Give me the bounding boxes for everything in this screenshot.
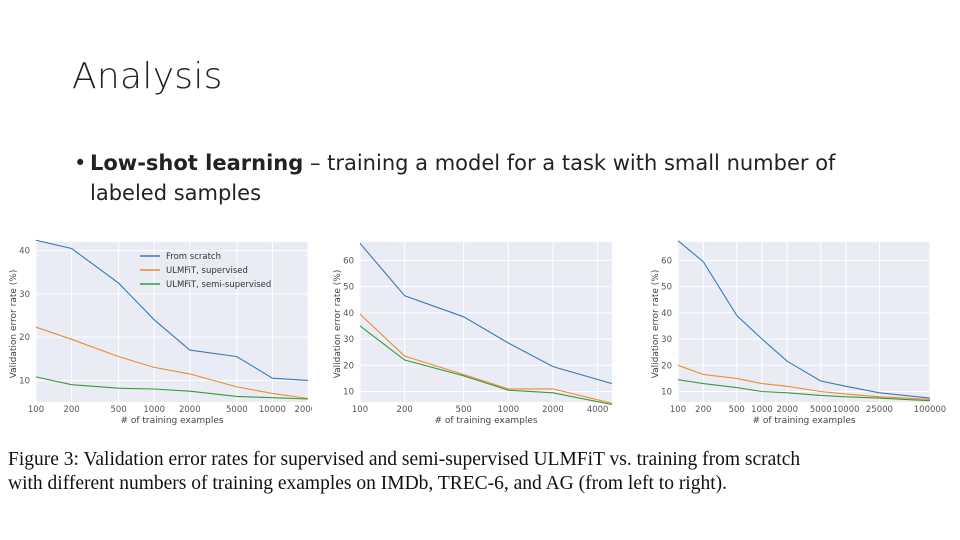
bullet-point: • Low-shot learning – training a model fo… [74,148,904,208]
x-tick-label: 10000 [259,405,286,415]
x-tick-label: 2000 [542,405,564,415]
bullet-dot: • [74,151,87,175]
x-tick-label: 1000 [143,405,165,415]
y-tick-label: 10 [19,376,30,386]
caption-line-2: with different numbers of training examp… [8,473,728,494]
y-tick-label: 20 [19,333,30,343]
y-tick-label: 10 [661,388,672,398]
bullet-text-line2: labeled samples [90,181,262,205]
legend-label-from-scratch: From scratch [166,252,221,262]
y-tick-label: 40 [19,247,30,257]
x-tick-label: 4000 [587,405,609,415]
series-line-from-scratch [359,242,613,385]
y-tick-label: 50 [343,283,354,293]
series-line-from-scratch [35,239,309,381]
slide-title: Analysis [72,56,223,97]
x-tick-label: 200 [695,405,711,415]
series-line-supervised [677,364,931,400]
x-tick-label: 200 [397,405,413,415]
y-tick-label: 40 [343,309,354,319]
x-tick-label: 5000 [226,405,248,415]
series-line-semi-supervised [35,376,309,400]
y-axis-label: Validation error rate (%) [651,270,661,379]
plot-area [360,242,612,402]
y-tick-label: 30 [661,335,672,345]
figure-caption: Figure 3: Validation error rates for sup… [8,448,953,496]
y-tick-label: 20 [343,361,354,371]
x-tick-label: 1000 [751,405,773,415]
legend-label-semi-supervised: ULMFiT, semi-supervised [166,280,271,290]
series-line-semi-supervised [359,325,613,406]
y-tick-label: 20 [661,361,672,371]
y-tick-label: 60 [661,256,672,266]
x-tick-label: 2000 [179,405,201,415]
y-tick-label: 30 [343,335,354,345]
bullet-text-line1: – training a model for a task with small… [303,151,836,175]
y-axis-label: Validation error rate (%) [333,270,343,379]
x-tick-label: 100 [28,405,44,415]
series-line-semi-supervised [677,379,931,402]
x-tick-label: 5000 [810,405,832,415]
x-axis-label: # of training examples [752,416,855,426]
caption-line-1: Figure 3: Validation error rates for sup… [8,449,801,470]
chart-ag: 10 20 30 40 50 60 100 200 500 1000 2000 5000 10000 25… [651,240,946,426]
plot-area [36,242,308,402]
x-tick-label: 20000 [294,405,312,415]
x-tick-label: 2000 [776,405,798,415]
y-tick-label: 60 [343,256,354,266]
x-axis-label: # of training examples [434,416,537,426]
series-line-from-scratch [677,240,931,399]
x-tick-label: 500 [729,405,745,415]
y-tick-label: 10 [343,388,354,398]
legend-label-supervised: ULMFiT, supervised [166,266,248,276]
y-tick-label: 40 [661,309,672,319]
chart-imdb: 10 20 30 40 100 200 500 1000 2000 5000 10000 20000 #… [9,239,312,426]
y-tick-label: 30 [19,290,30,300]
x-axis-label: # of training examples [120,416,223,426]
series-line-supervised [35,326,309,400]
bullet-bold-term: Low-shot learning [90,151,304,175]
y-tick-label: 50 [661,283,672,293]
x-tick-label: 25000 [866,405,893,415]
x-tick-label: 100 [352,405,368,415]
plot-area [678,242,930,402]
x-tick-label: 200 [63,405,79,415]
x-tick-label: 100 [670,405,686,415]
x-tick-label: 500 [456,405,472,415]
x-tick-label: 1000 [498,405,520,415]
chart-trec6: 10 20 30 40 50 60 100 200 500 1000 2000 4000 # of tr… [333,242,613,426]
x-tick-label: 10000 [832,405,859,415]
x-tick-label: 100000 [914,405,946,415]
series-line-supervised [359,313,613,404]
y-axis-label: Validation error rate (%) [9,270,19,379]
x-tick-label: 500 [111,405,127,415]
